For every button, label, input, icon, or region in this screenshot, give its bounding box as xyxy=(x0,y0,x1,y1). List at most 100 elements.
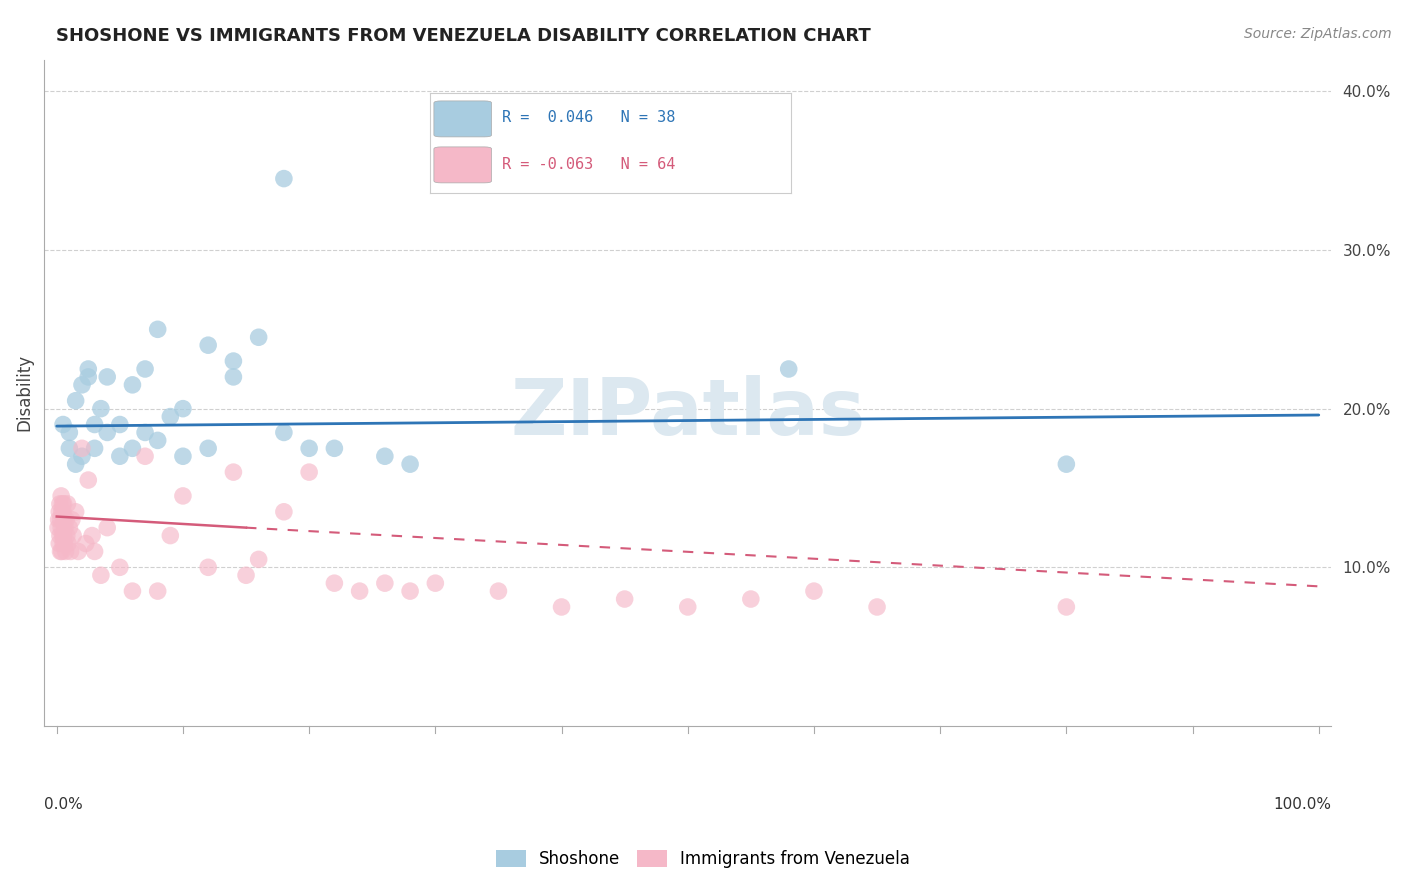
Point xyxy=(52,536,75,550)
Point xyxy=(49,497,72,511)
Point xyxy=(48,513,70,527)
Point xyxy=(172,449,194,463)
Point xyxy=(77,473,100,487)
Text: Source: ZipAtlas.com: Source: ZipAtlas.com xyxy=(1244,27,1392,41)
Point xyxy=(146,322,169,336)
Point xyxy=(866,599,889,614)
Point xyxy=(222,354,245,368)
Text: SHOSHONE VS IMMIGRANTS FROM VENEZUELA DISABILITY CORRELATION CHART: SHOSHONE VS IMMIGRANTS FROM VENEZUELA DI… xyxy=(56,27,870,45)
Point xyxy=(96,370,118,384)
Point xyxy=(323,576,346,591)
Point xyxy=(77,362,100,376)
Point xyxy=(374,449,396,463)
Point xyxy=(108,560,131,574)
Point xyxy=(83,442,105,456)
Point xyxy=(273,505,295,519)
Point xyxy=(108,449,131,463)
Point xyxy=(550,599,572,614)
Point xyxy=(62,528,84,542)
Point xyxy=(56,528,79,542)
Point xyxy=(273,171,295,186)
Point xyxy=(58,442,80,456)
Point xyxy=(235,568,257,582)
Point xyxy=(53,513,76,527)
Point xyxy=(51,505,73,519)
Point xyxy=(488,584,510,599)
Point xyxy=(70,449,93,463)
Point xyxy=(374,576,396,591)
Point xyxy=(247,552,270,566)
Point xyxy=(740,592,762,607)
Point xyxy=(51,544,73,558)
Point xyxy=(96,425,118,440)
Point xyxy=(349,584,371,599)
Point xyxy=(53,521,76,535)
Point xyxy=(48,505,70,519)
Point xyxy=(425,576,447,591)
Point xyxy=(83,544,105,558)
Point xyxy=(49,528,72,542)
Legend: Shoshone, Immigrants from Venezuela: Shoshone, Immigrants from Venezuela xyxy=(489,843,917,875)
Point xyxy=(52,497,75,511)
Point xyxy=(77,370,100,384)
Point xyxy=(146,584,169,599)
Text: 0.0%: 0.0% xyxy=(44,797,83,813)
Point xyxy=(222,370,245,384)
Point xyxy=(676,599,699,614)
Point xyxy=(197,442,219,456)
Point xyxy=(55,513,77,527)
Point xyxy=(146,434,169,448)
Point xyxy=(172,401,194,416)
Point xyxy=(52,528,75,542)
Point xyxy=(48,536,70,550)
Point xyxy=(134,425,156,440)
Point xyxy=(70,377,93,392)
Text: ZIPatlas: ZIPatlas xyxy=(510,375,865,450)
Point xyxy=(65,457,87,471)
Point xyxy=(80,528,103,542)
Point xyxy=(49,544,72,558)
Point xyxy=(298,465,321,479)
Point xyxy=(52,417,75,432)
Point xyxy=(247,330,270,344)
Point xyxy=(121,584,143,599)
Point xyxy=(1054,457,1077,471)
Point xyxy=(90,568,112,582)
Point xyxy=(159,528,181,542)
Point xyxy=(323,442,346,456)
Point xyxy=(803,584,825,599)
Point xyxy=(273,425,295,440)
Point xyxy=(52,505,75,519)
Point xyxy=(59,544,82,558)
Point xyxy=(399,584,422,599)
Point xyxy=(70,442,93,456)
Y-axis label: Disability: Disability xyxy=(15,354,32,432)
Point xyxy=(51,528,73,542)
Point xyxy=(197,338,219,352)
Point xyxy=(121,442,143,456)
Point xyxy=(49,521,72,535)
Point xyxy=(51,497,73,511)
Point xyxy=(1054,599,1077,614)
Point xyxy=(58,425,80,440)
Text: 100.0%: 100.0% xyxy=(1274,797,1331,813)
Point xyxy=(222,465,245,479)
Point xyxy=(197,560,219,574)
Point xyxy=(778,362,800,376)
Point xyxy=(134,362,156,376)
Point xyxy=(613,592,636,607)
Point xyxy=(46,521,69,535)
Point xyxy=(67,544,90,558)
Point xyxy=(65,505,87,519)
Point xyxy=(121,377,143,392)
Point xyxy=(58,521,80,535)
Point xyxy=(134,449,156,463)
Point xyxy=(60,513,83,527)
Point xyxy=(172,489,194,503)
Point xyxy=(53,536,76,550)
Point xyxy=(49,489,72,503)
Point xyxy=(90,401,112,416)
Point xyxy=(298,442,321,456)
Point xyxy=(108,417,131,432)
Point xyxy=(399,457,422,471)
